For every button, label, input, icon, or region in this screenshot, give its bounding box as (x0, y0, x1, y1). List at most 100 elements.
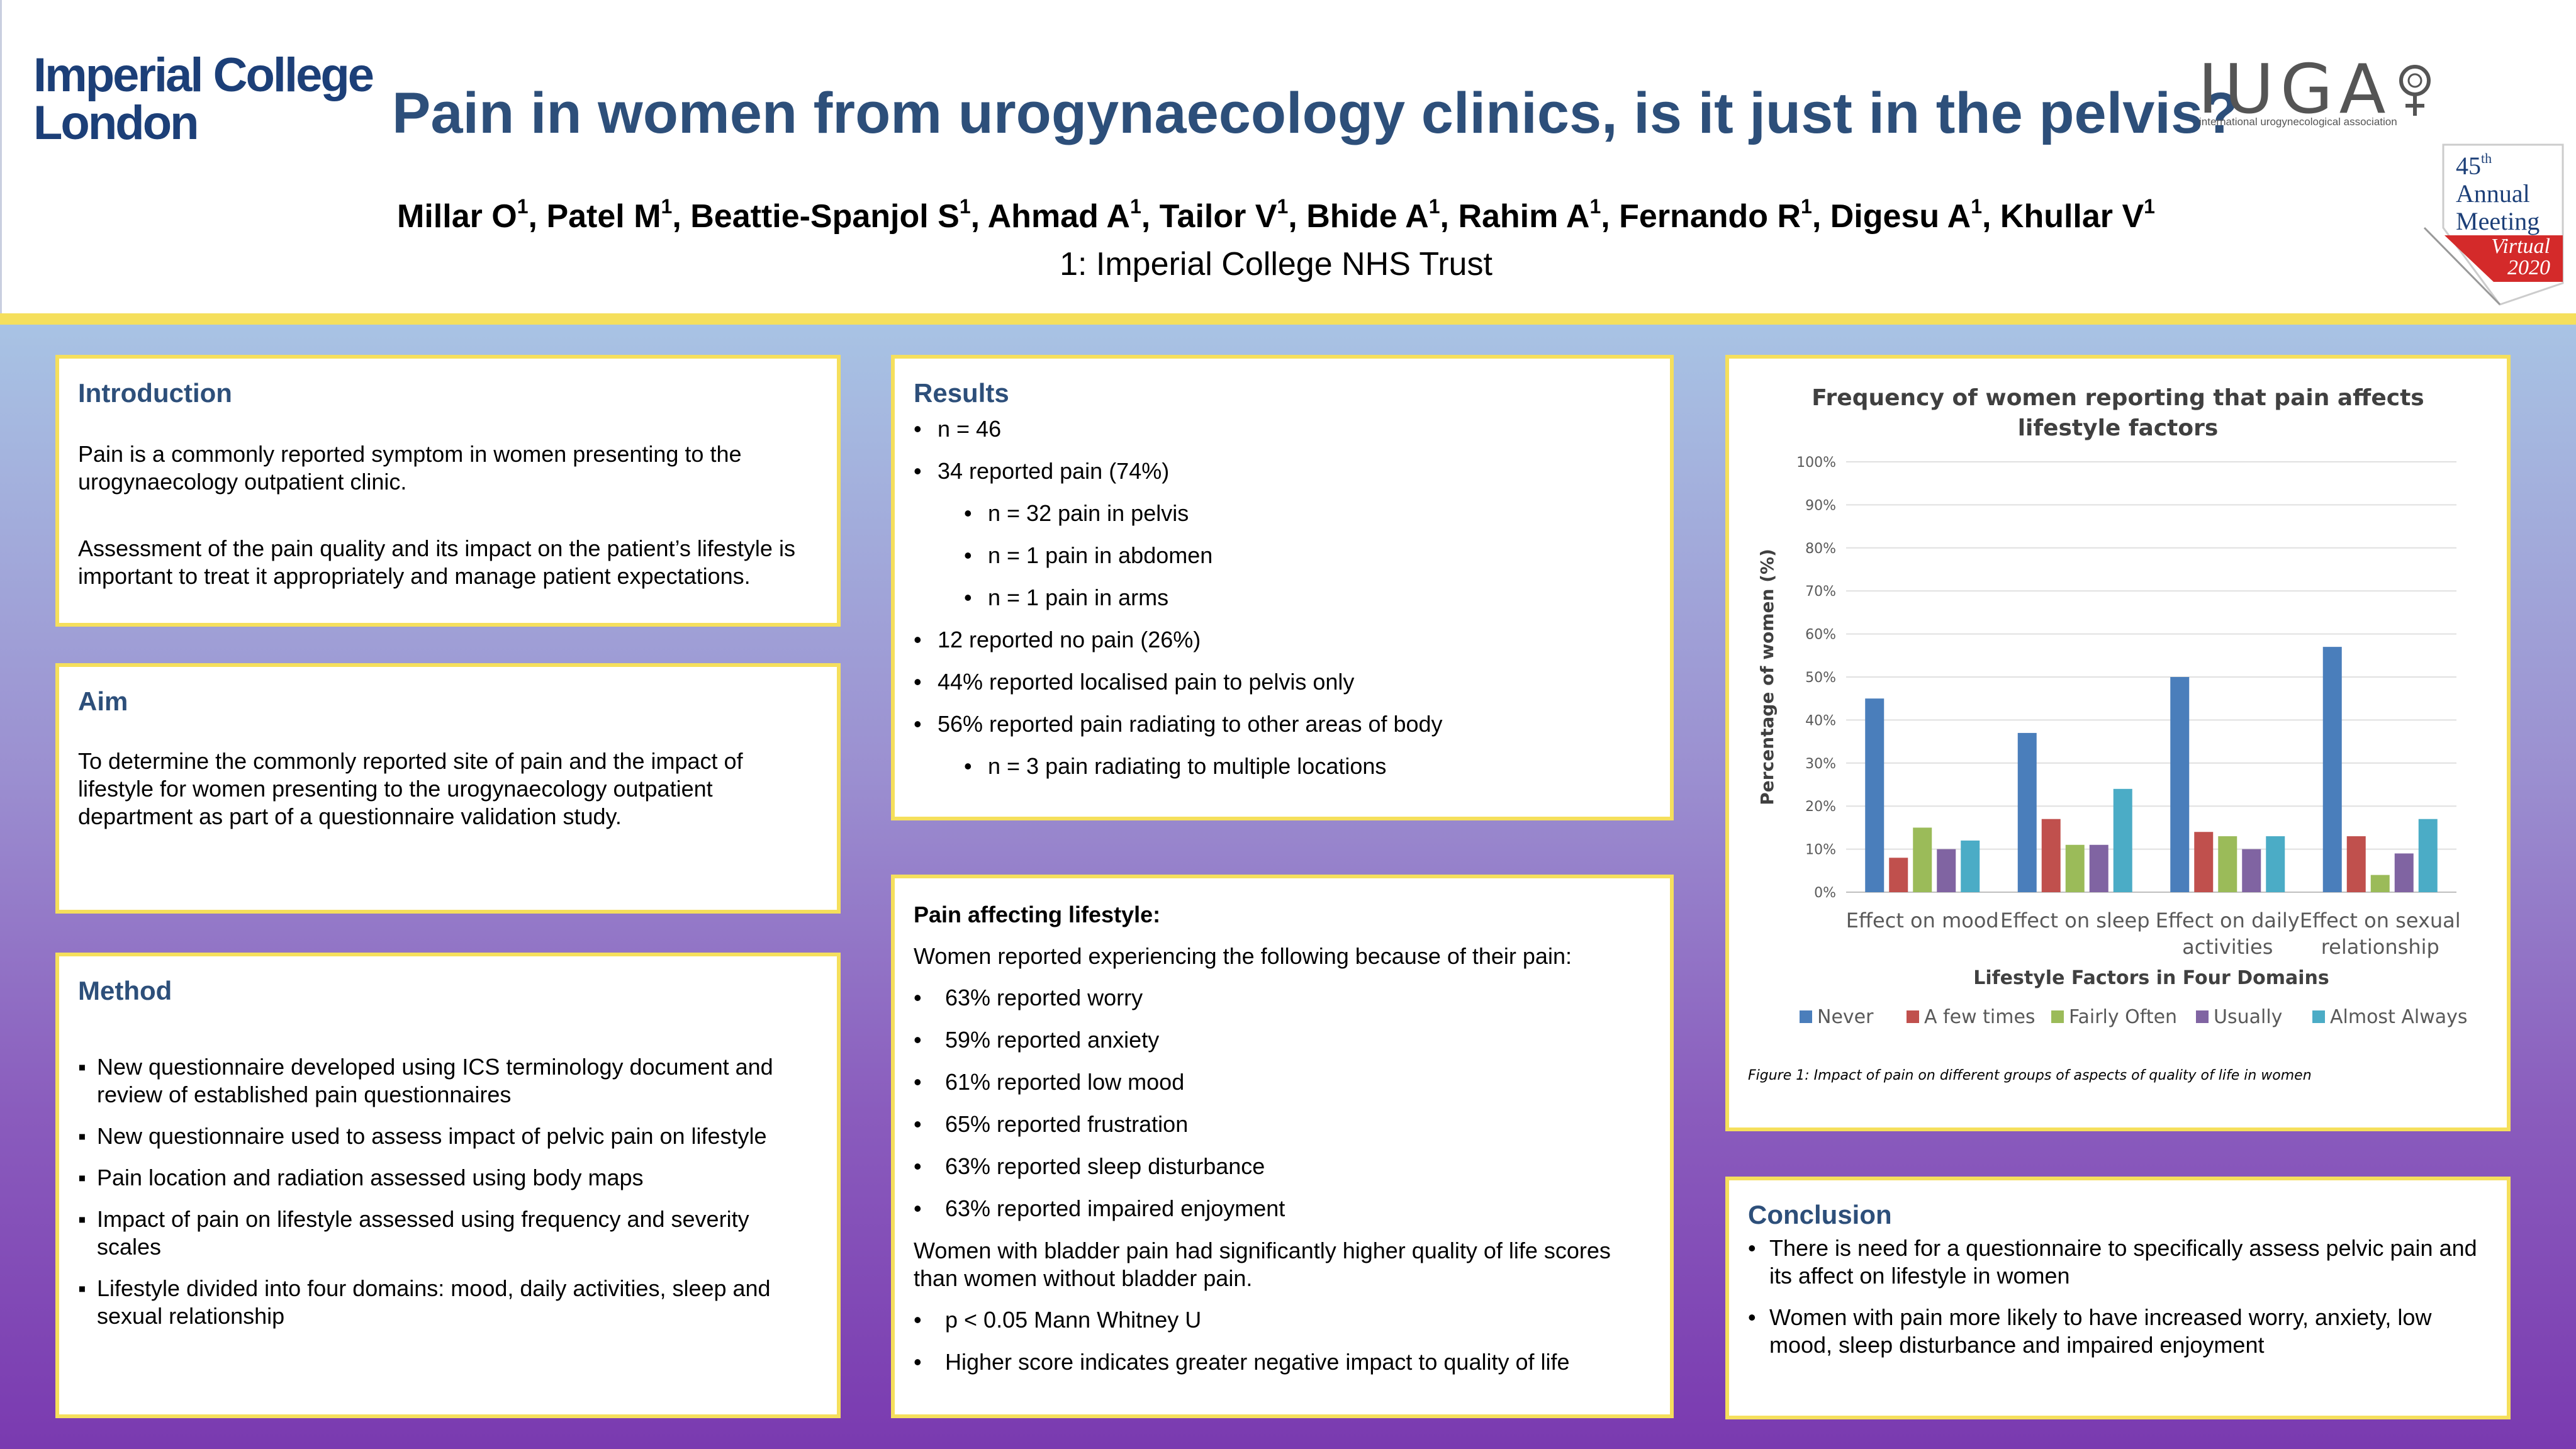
chart-bar (2370, 875, 2390, 892)
chart-title-line-1: Frequency of women reporting that pain a… (1812, 385, 2424, 411)
badge-number: 45 (2456, 152, 2481, 180)
chart-bar (2113, 788, 2132, 892)
chart-y-tick-label: 80% (1805, 541, 1836, 557)
imperial-college-logo: Imperial College London (33, 48, 374, 150)
method-list: New questionnaire developed using ICS te… (78, 1053, 818, 1330)
chart-y-tick-label: 60% (1805, 627, 1836, 643)
lifestyle-intro: Women reported experiencing the followin… (914, 943, 1572, 969)
results-subitem: n = 32 pain in pelvis (914, 500, 1651, 527)
aim-panel: Aim To determine the commonly reported s… (55, 663, 841, 914)
author-name: Bhide A (1306, 198, 1429, 235)
introduction-heading: Introduction (78, 378, 232, 408)
chart-legend-swatch (2196, 1010, 2209, 1023)
badge-line-annual: Annual (2456, 179, 2530, 208)
chart-x-tick-label: activities (2182, 935, 2273, 959)
iuga-logo-subtitle: international urogynecological associati… (2199, 116, 2397, 128)
badge-virtual: Virtual 2020 (2456, 236, 2550, 279)
chart-x-tick-label: Effect on mood (1846, 909, 1999, 932)
method-item: Lifestyle divided into four domains: moo… (78, 1275, 818, 1330)
chart-bar (2017, 732, 2037, 892)
chart-bar (1961, 840, 1980, 892)
chart-bar (2089, 844, 2108, 892)
lifestyle-item: 63% reported sleep disturbance (914, 1153, 1651, 1180)
chart-bar (2041, 819, 2061, 892)
chart-y-tick-label: 0% (1814, 885, 1836, 901)
venus-icon (2399, 65, 2431, 116)
chart-legend-swatch (2051, 1010, 2064, 1023)
chart-legend-label: Never (1817, 1006, 1874, 1028)
aim-heading: Aim (78, 686, 128, 716)
chart-legend-label: A few times (1924, 1006, 2036, 1028)
stats-item: p < 0.05 Mann Whitney U (914, 1306, 1651, 1334)
chart-bar (2266, 836, 2285, 892)
lifestyle-list: 63% reported worry 59% reported anxiety 61… (914, 984, 1651, 1222)
aim-text: To determine the commonly reported site … (78, 748, 743, 829)
lifestyle-item: 59% reported anxiety (914, 1026, 1651, 1054)
conclusion-item: Women with pain more likely to have incr… (1748, 1304, 2488, 1359)
chart-legend-swatch (2312, 1010, 2325, 1023)
chart-caption: Figure 1: Impact of pain on different gr… (1748, 1068, 2312, 1083)
results-subitem: n = 3 pain radiating to multiple locatio… (914, 752, 1651, 780)
chart-bar (2218, 836, 2237, 892)
conclusion-heading: Conclusion (1748, 1200, 1892, 1229)
chart-bar (1889, 858, 1908, 892)
author-affiliation-mark: 1 (1801, 195, 1812, 218)
author-affiliation-mark: 1 (1277, 195, 1289, 218)
results-subitem: n = 1 pain in abdomen (914, 542, 1651, 569)
chart-legend-label: Fairly Often (2069, 1006, 2177, 1028)
method-heading: Method (78, 976, 172, 1005)
conclusion-list: There is need for a questionnaire to spe… (1748, 1234, 2488, 1359)
badge-year: 2020 (2507, 256, 2550, 279)
author-name: Rahim A (1458, 198, 1590, 235)
lifestyle-panel: Pain affecting lifestyle: Women reported… (891, 875, 1674, 1418)
author-affiliation-mark: 1 (959, 195, 971, 218)
lifestyle-item: 63% reported worry (914, 984, 1651, 1012)
chart-x-axis-label: Lifestyle Factors in Four Domains (1973, 967, 2329, 989)
chart-legend-label: Almost Always (2330, 1006, 2468, 1028)
method-item: Pain location and radiation assessed usi… (78, 1164, 818, 1192)
badge-virtual-label: Virtual (2491, 235, 2550, 258)
introduction-paragraph-2: Assessment of the pain quality and its i… (78, 535, 795, 589)
iuga-logo-text: IUGA (2198, 50, 2392, 129)
chart-bar (2170, 677, 2190, 892)
poster-header: Imperial College London Pain in women fr… (0, 0, 2576, 315)
chart-bar (1937, 849, 1956, 892)
logo-line-2: London (33, 96, 199, 150)
results-item: 44% reported localised pain to pelvis on… (914, 668, 1651, 696)
poster-title: Pain in women from urogynaecology clinic… (392, 81, 2239, 145)
author-name: Millar O (397, 198, 517, 235)
author-name: Tailor V (1159, 198, 1277, 235)
results-item: n = 46 (914, 415, 1651, 443)
introduction-paragraph-1: Pain is a commonly reported symptom in w… (78, 441, 742, 495)
results-heading: Results (914, 378, 1009, 408)
author-affiliation-mark: 1 (1428, 195, 1440, 218)
chart-y-tick-label: 10% (1805, 842, 1836, 858)
conclusion-item: There is need for a questionnaire to spe… (1748, 1234, 2488, 1290)
author-name: Beattie-Spanjol S (690, 198, 960, 235)
chart-x-tick-label: Effect on sleep (2000, 909, 2150, 932)
badge-suffix: th (2481, 150, 2492, 166)
author-name: Fernando R (1619, 198, 1801, 235)
chart-y-tick-label: 20% (1805, 799, 1836, 815)
chart-bar (2394, 853, 2414, 892)
chart-legend-label: Usually (2214, 1006, 2282, 1028)
author-name: Patel M (546, 198, 661, 235)
badge-line-meeting: Meeting (2456, 207, 2540, 235)
author-affiliation-mark: 1 (2144, 195, 2155, 218)
chart-bar (1865, 698, 1884, 892)
lifestyle-bar-chart: Frequency of women reporting that pain a… (1748, 385, 2468, 1083)
results-panel: Results n = 4634 reported pain (74%)n = … (891, 355, 1674, 820)
results-list: n = 46 34 reported pain (74%) n = 32 pain … (914, 415, 1651, 780)
method-panel: Method New questionnaire developed using… (55, 953, 841, 1418)
introduction-panel: Introduction Pain is a commonly reported… (55, 355, 841, 627)
chart-title-line-2: lifestyle factors (2018, 415, 2219, 441)
conclusion-panel: Conclusion There is need for a questionn… (1725, 1177, 2511, 1419)
header-divider (0, 313, 2576, 325)
annual-meeting-badge (2423, 143, 2564, 306)
logo-line-1: Imperial College (33, 48, 374, 102)
chart-x-tick-label: Effect on daily (2156, 909, 2300, 932)
chart-bar (2346, 836, 2366, 892)
author-affiliation-mark: 1 (1129, 195, 1141, 218)
chart-y-tick-label: 70% (1805, 584, 1836, 600)
iuga-logo: IUGA international urogynecological asso… (2198, 55, 2437, 131)
